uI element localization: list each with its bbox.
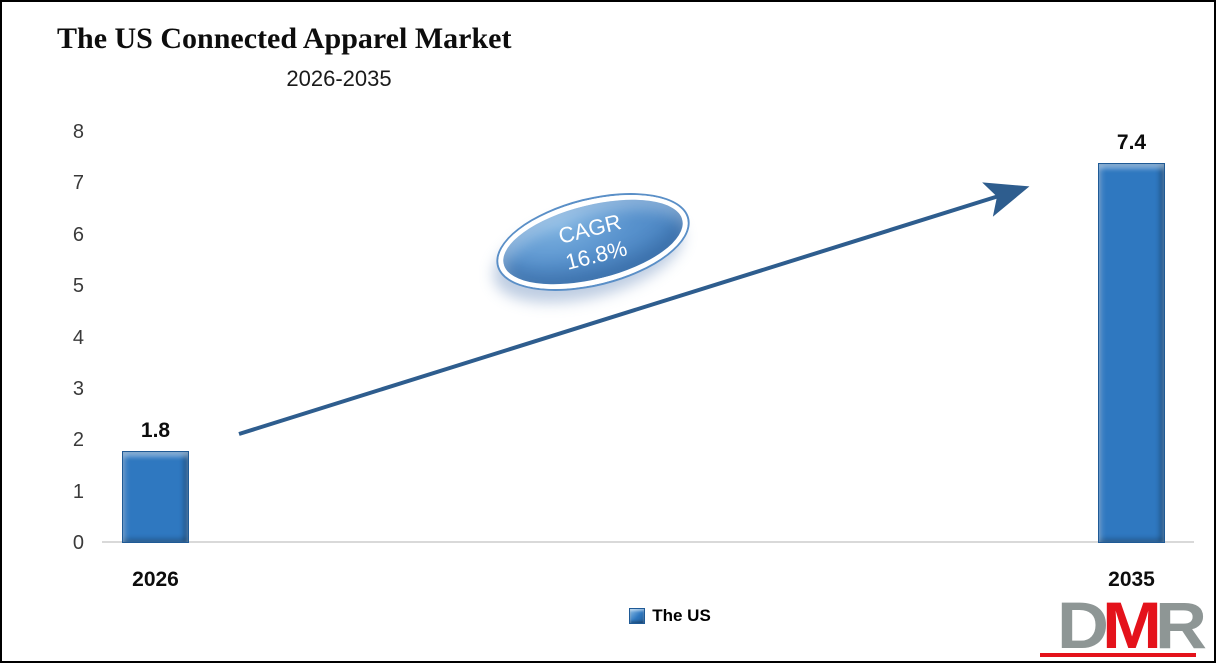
y-axis-tick-label: 4 bbox=[72, 326, 84, 349]
category-label-2026: 2026 bbox=[132, 568, 179, 591]
bar-2035 bbox=[1098, 162, 1165, 543]
y-axis-tick-label: 8 bbox=[72, 121, 84, 143]
logo-letter-r: R bbox=[1155, 589, 1207, 663]
logo-letter-d: D bbox=[1057, 589, 1109, 663]
chart-title: The US Connected Apparel Market bbox=[57, 22, 512, 55]
y-axis-tick-label: 0 bbox=[72, 532, 84, 554]
y-axis-tick-label: 3 bbox=[72, 377, 84, 400]
y-axis: 0 1 2 3 4 5 6 7 8 bbox=[36, 121, 84, 554]
y-axis-tick-label: 5 bbox=[72, 275, 84, 298]
dmr-logo: DMR bbox=[1057, 589, 1207, 663]
legend-label: The US bbox=[652, 606, 711, 625]
y-axis-tick-label: 7 bbox=[72, 172, 84, 195]
y-axis-tick-label: 1 bbox=[72, 480, 84, 503]
bar-2026 bbox=[122, 450, 189, 543]
y-axis-tick-label: 2 bbox=[72, 429, 84, 452]
value-label-2026: 1.8 bbox=[140, 418, 171, 442]
x-axis-line bbox=[102, 541, 1194, 543]
legend-swatch-icon bbox=[629, 608, 646, 624]
logo-letter-m: M bbox=[1102, 589, 1162, 663]
logo-underline bbox=[1040, 653, 1196, 657]
plot-area: 1.8 2026 7.4 2035 bbox=[102, 130, 1194, 591]
legend: The US bbox=[2, 606, 1214, 626]
value-label-2035: 7.4 bbox=[1116, 130, 1147, 154]
chart-subtitle: 2026-2035 bbox=[286, 66, 392, 91]
y-axis-tick-label: 6 bbox=[72, 223, 84, 246]
legend-item-the-us: The US bbox=[629, 606, 711, 626]
category-label-2035: 2035 bbox=[1108, 568, 1155, 591]
